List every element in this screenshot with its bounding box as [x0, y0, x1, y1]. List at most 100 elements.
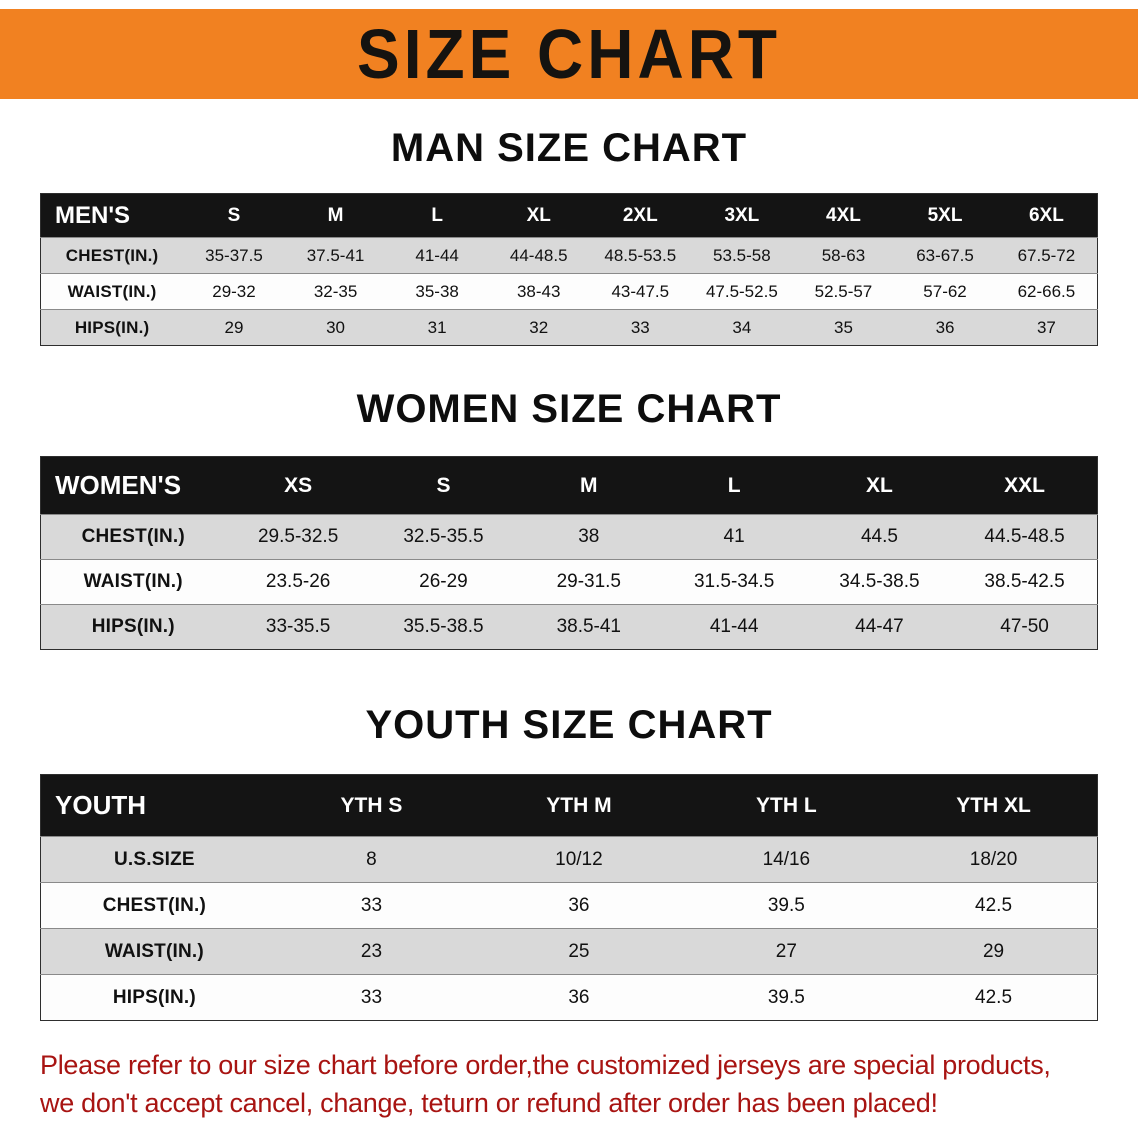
- size-value-cell: 41-44: [661, 604, 807, 650]
- table-header-row: WOMEN'S XS S M L XL XXL: [40, 456, 1098, 515]
- size-value-cell: 10/12: [475, 836, 683, 883]
- size-column-header: 5XL: [894, 193, 996, 238]
- size-value-cell: 33: [267, 974, 476, 1021]
- size-value-cell: 25: [475, 928, 683, 975]
- size-column-header: YTH S: [267, 774, 476, 837]
- size-value-cell: 18/20: [890, 836, 1098, 883]
- size-table: YOUTH YTH S YTH M YTH L YTH XL U.S.SIZE 8 10/12…: [40, 774, 1098, 1021]
- size-value-cell: 30: [284, 309, 387, 346]
- size-column-header: 2XL: [589, 193, 692, 238]
- size-value-cell: 14/16: [682, 836, 891, 883]
- size-value-cell: 33: [267, 882, 476, 929]
- table-row: CHEST(IN.) 35-37.5 37.5-41 41-44 44-48.5 48.5…: [40, 237, 1098, 274]
- row-label: WAIST(IN.): [40, 559, 226, 605]
- size-value-cell: 27: [682, 928, 891, 975]
- size-value-cell: 39.5: [682, 882, 891, 929]
- size-value-cell: 44-47: [806, 604, 953, 650]
- size-value-cell: 53.5-58: [691, 237, 793, 274]
- size-value-cell: 29-31.5: [516, 559, 662, 605]
- size-column-header: S: [370, 456, 517, 515]
- size-value-cell: 29.5-32.5: [225, 514, 371, 560]
- size-value-cell: 47-50: [952, 604, 1098, 650]
- size-value-cell: 63-67.5: [894, 237, 996, 274]
- table-row: WAIST(IN.) 23.5-26 26-29 29-31.5 31.5-34.5 34…: [40, 559, 1098, 605]
- size-column-header: XL: [806, 456, 953, 515]
- disclaimer: Please refer to our size chart before or…: [40, 1047, 1138, 1123]
- size-value-cell: 41: [661, 514, 807, 560]
- row-label: CHEST(IN.): [40, 237, 184, 274]
- size-column-header: YTH L: [682, 774, 891, 837]
- size-column-header: L: [661, 456, 807, 515]
- size-value-cell: 39.5: [682, 974, 891, 1021]
- size-value-cell: 44.5: [806, 514, 953, 560]
- row-label: CHEST(IN.): [40, 514, 226, 560]
- size-value-cell: 26-29: [370, 559, 517, 605]
- size-chart-section: WOMEN SIZE CHART WOMEN'S XS S M L XL XXL CHEST(I…: [0, 386, 1138, 650]
- row-label: U.S.SIZE: [40, 836, 268, 883]
- row-label: HIPS(IN.): [40, 974, 268, 1021]
- size-value-cell: 31: [386, 309, 488, 346]
- size-value-cell: 35: [792, 309, 895, 346]
- size-value-cell: 29: [183, 309, 285, 346]
- size-value-cell: 34: [691, 309, 793, 346]
- size-value-cell: 32: [487, 309, 590, 346]
- size-value-cell: 47.5-52.5: [691, 273, 793, 310]
- size-value-cell: 41-44: [386, 237, 488, 274]
- size-column-header: L: [386, 193, 488, 238]
- size-value-cell: 35-37.5: [183, 237, 285, 274]
- size-column-header: YTH XL: [890, 774, 1098, 837]
- size-table: WOMEN'S XS S M L XL XXL CHEST(IN.) 29.5-32.5 32.5…: [40, 456, 1098, 650]
- size-value-cell: 44.5-48.5: [952, 514, 1098, 560]
- size-value-cell: 38-43: [487, 273, 590, 310]
- size-column-header: YTH M: [475, 774, 683, 837]
- table-row: U.S.SIZE 8 10/12 14/16 18/20: [40, 836, 1098, 883]
- table-header-row: MEN'S S M L XL 2XL 3XL 4XL 5XL 6XL: [40, 193, 1098, 238]
- size-value-cell: 58-63: [792, 237, 895, 274]
- table-header-row: YOUTH YTH S YTH M YTH L YTH XL: [40, 774, 1098, 837]
- row-label: HIPS(IN.): [40, 309, 184, 346]
- size-value-cell: 35.5-38.5: [370, 604, 517, 650]
- table-row: WAIST(IN.) 29-32 32-35 35-38 38-43 43-47.5 47.…: [40, 273, 1098, 310]
- table-row: HIPS(IN.) 33-35.5 35.5-38.5 38.5-41 41-44 44-…: [40, 604, 1098, 650]
- row-label: HIPS(IN.): [40, 604, 226, 650]
- row-label: WAIST(IN.): [40, 928, 268, 975]
- size-column-header: XL: [487, 193, 590, 238]
- disclaimer-line-2: we don't accept cancel, change, teturn o…: [40, 1087, 938, 1118]
- size-column-header: XXL: [952, 456, 1098, 515]
- disclaimer-line-1: Please refer to our size chart before or…: [40, 1050, 1051, 1080]
- size-value-cell: 38.5-42.5: [952, 559, 1098, 605]
- size-value-cell: 42.5: [890, 974, 1098, 1021]
- size-table: MEN'S S M L XL 2XL 3XL 4XL 5XL 6XL CHEST(IN.) 35-37…: [40, 193, 1098, 346]
- size-column-header: 6XL: [995, 193, 1098, 238]
- section-heading: WOMEN SIZE CHART: [356, 387, 782, 431]
- page-title: SIZE CHART: [357, 15, 781, 93]
- size-value-cell: 38: [516, 514, 662, 560]
- section-heading: YOUTH SIZE CHART: [365, 703, 773, 747]
- row-label: WAIST(IN.): [40, 273, 184, 310]
- size-chart-page: SIZE CHART MAN SIZE CHART MEN'S S M L XL 2XL 3X…: [0, 9, 1138, 1123]
- size-value-cell: 23.5-26: [225, 559, 371, 605]
- size-value-cell: 36: [894, 309, 996, 346]
- size-value-cell: 35-38: [386, 273, 488, 310]
- size-value-cell: 33-35.5: [225, 604, 371, 650]
- size-value-cell: 57-62: [894, 273, 996, 310]
- size-column-header: M: [284, 193, 387, 238]
- size-value-cell: 36: [475, 882, 683, 929]
- row-label: CHEST(IN.): [40, 882, 268, 929]
- size-column-header: 4XL: [792, 193, 895, 238]
- size-value-cell: 34.5-38.5: [806, 559, 953, 605]
- table-title-cell: MEN'S: [40, 193, 184, 238]
- size-value-cell: 36: [475, 974, 683, 1021]
- table-row: CHEST(IN.) 29.5-32.5 32.5-35.5 38 41 44.5 44.5…: [40, 514, 1098, 560]
- size-value-cell: 23: [267, 928, 476, 975]
- size-value-cell: 37: [995, 309, 1098, 346]
- table-row: CHEST(IN.) 33 36 39.5 42.5: [40, 882, 1098, 929]
- table-row: WAIST(IN.) 23 25 27 29: [40, 928, 1098, 975]
- size-value-cell: 38.5-41: [516, 604, 662, 650]
- banner: SIZE CHART: [0, 9, 1138, 99]
- size-value-cell: 52.5-57: [792, 273, 895, 310]
- size-value-cell: 8: [267, 836, 476, 883]
- size-value-cell: 32.5-35.5: [370, 514, 517, 560]
- size-value-cell: 31.5-34.5: [661, 559, 807, 605]
- size-chart-section: YOUTH SIZE CHART YOUTH YTH S YTH M YTH L YTH …: [0, 702, 1138, 1021]
